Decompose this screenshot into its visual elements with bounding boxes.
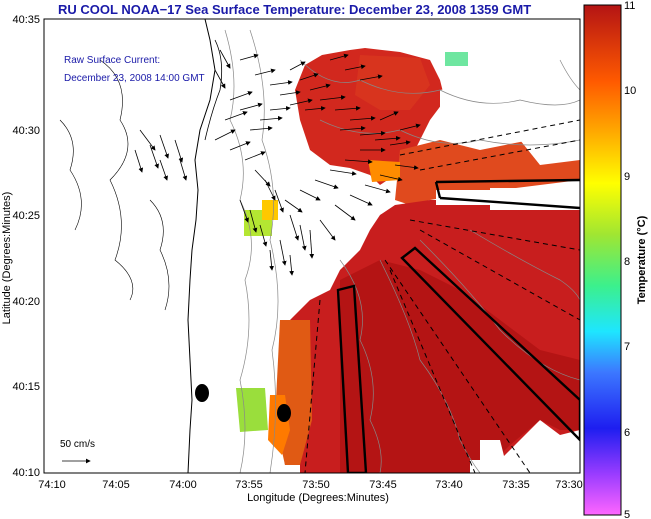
scale-label: 50 cm/s [60, 439, 95, 450]
coastline [44, 19, 223, 473]
colorbar-tick: 7 [624, 341, 630, 353]
y-tick: 40:20 [12, 296, 40, 308]
plot-area [44, 19, 580, 473]
x-tick: 73:50 [302, 479, 330, 491]
y-tick: 40:30 [12, 125, 40, 137]
y-tick: 40:15 [12, 381, 40, 393]
y-tick-labels: 40:35 40:30 40:25 40:20 40:15 40:10 [12, 14, 40, 479]
station-marker [277, 404, 291, 422]
bathymetry-contours [224, 29, 580, 473]
colorbar-tick: 9 [624, 171, 630, 183]
x-tick: 73:45 [369, 479, 397, 491]
x-tick: 73:35 [502, 479, 530, 491]
y-tick: 40:35 [12, 14, 40, 26]
map-title: RU COOL NOAA−17 Sea Surface Temperature:… [58, 2, 531, 17]
current-timestamp: December 23, 2008 14:00 GMT [64, 73, 205, 84]
x-tick: 74:05 [102, 479, 130, 491]
colorbar-ramp [583, 4, 622, 516]
surface-current-vectors [134, 49, 421, 276]
x-tick-labels: 74:10 74:05 74:00 73:55 73:50 73:45 73:4… [38, 479, 583, 491]
colorbar-tick: 10 [624, 85, 636, 97]
colorbar-label: Temperature (°C) [636, 215, 648, 304]
current-label: Raw Surface Current: [64, 55, 160, 66]
station-marker [195, 384, 209, 402]
x-axis-label: Longitude (Degrees:Minutes) [247, 492, 389, 504]
y-tick: 40:10 [12, 467, 40, 479]
plot-frame [43, 18, 581, 474]
sst-field [236, 48, 580, 473]
y-axis-label: Latitude (Degrees:Minutes) [1, 192, 13, 325]
x-tick: 73:55 [235, 479, 263, 491]
x-tick: 73:30 [555, 479, 583, 491]
colorbar-tick: 5 [624, 509, 630, 519]
colorbar: 11 10 9 8 7 6 5 Temperature (°C) [583, 0, 648, 519]
shipping-lanes [304, 119, 580, 473]
colorbar-tick: 6 [624, 427, 630, 439]
colorbar-tick: 11 [624, 0, 635, 12]
x-tick: 73:40 [435, 479, 463, 491]
y-tick: 40:25 [12, 210, 40, 222]
x-tick: 74:10 [38, 479, 66, 491]
x-tick: 74:00 [169, 479, 197, 491]
colorbar-tick: 8 [624, 256, 630, 268]
